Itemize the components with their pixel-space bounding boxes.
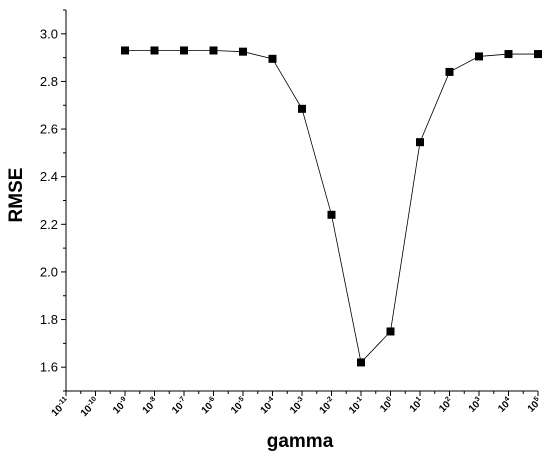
data-point-marker xyxy=(475,52,483,61)
y-tick-label: 2.8 xyxy=(40,74,58,89)
data-point-marker xyxy=(268,54,277,63)
series-layer xyxy=(121,46,542,367)
data-point-marker xyxy=(357,358,365,367)
y-tick-label: 2.6 xyxy=(40,122,58,137)
x-tick-label: 10-5 xyxy=(228,396,249,417)
data-point-marker xyxy=(386,327,395,336)
x-tick-label: 10-6 xyxy=(199,396,220,417)
x-tick-label: 10-9 xyxy=(110,396,131,417)
data-point-marker xyxy=(504,50,513,59)
x-axis-ticks: 10-11 10-10 10-9 10-8 10-7 10-6 10-5 10-4 10-3 10… xyxy=(49,391,544,420)
x-axis-title: gamma xyxy=(267,431,334,452)
y-tick-label: 2.0 xyxy=(40,264,58,279)
data-point-marker xyxy=(180,46,188,55)
data-point-marker xyxy=(298,104,306,113)
y-axis-title: RMSE xyxy=(6,168,27,223)
x-tick-label: 10-10 xyxy=(78,396,102,420)
x-tick-label: 100 xyxy=(378,396,397,415)
x-tick-label: 104 xyxy=(496,396,515,415)
y-tick-label: 2.4 xyxy=(40,169,58,184)
x-tick-label: 10-1 xyxy=(346,396,367,417)
data-point-marker xyxy=(209,46,218,55)
data-point-marker xyxy=(445,67,454,76)
data-point-marker xyxy=(121,46,129,55)
x-tick-label: 10-7 xyxy=(169,396,190,417)
data-point-marker xyxy=(327,210,336,219)
y-tick-label: 2.2 xyxy=(40,217,58,232)
series-line xyxy=(125,50,538,364)
x-tick-label: 103 xyxy=(466,396,485,415)
data-point-marker xyxy=(239,47,247,56)
data-point-marker xyxy=(150,46,159,55)
y-tick-label: 1.6 xyxy=(40,360,58,375)
y-tick-label: 3.0 xyxy=(40,26,58,41)
plot-axes xyxy=(65,10,538,392)
x-tick-label: 10-4 xyxy=(258,396,279,417)
x-tick-label: 10-8 xyxy=(140,396,161,417)
data-point-marker xyxy=(534,50,542,59)
x-tick-label: 102 xyxy=(437,396,456,415)
data-point-marker xyxy=(416,138,424,147)
y-tick-label: 1.8 xyxy=(40,312,58,327)
x-tick-label: 10-3 xyxy=(287,396,308,417)
x-tick-label: 10-11 xyxy=(49,396,72,419)
x-tick-label: 10-2 xyxy=(317,396,338,417)
y-axis-ticks: 1.6 1.8 2.0 2.2 2.4 2.6 2.8 3.0 xyxy=(40,9,66,392)
x-tick-label: 101 xyxy=(407,396,426,415)
x-tick-label: 105 xyxy=(525,396,544,415)
